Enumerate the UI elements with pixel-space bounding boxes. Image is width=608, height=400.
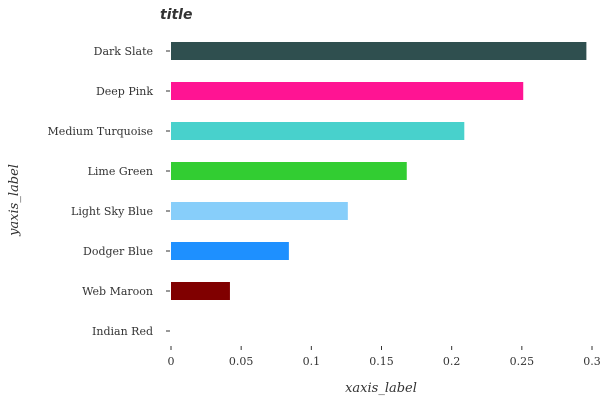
bar-light-sky-blue [171,202,348,220]
y-tick-label: Light Sky Blue [71,205,153,218]
bar-dodger-blue [171,242,289,260]
y-tick-label: Web Maroon [82,285,153,298]
bar-dark-slate [171,42,587,60]
y-tick-label: Dark Slate [94,45,153,58]
y-tick-label: Lime Green [88,165,153,178]
x-tick-label: 0.15 [369,355,394,368]
x-axis: 0 0.05 0.1 0.15 0.2 0.25 0.3 [168,346,601,368]
y-axis-title: yaxis_label [7,164,22,237]
x-tick-label: 0.3 [583,355,601,368]
bar-lime-green [171,162,407,180]
chart-title: title [160,7,192,23]
x-tick-label: 0.25 [510,355,535,368]
y-axis: Dark Slate Deep Pink Medium Turquoise Lime … [48,45,170,338]
bar-medium-turquoise [171,122,465,140]
bar-deep-pink [171,82,524,100]
y-tick-label: Dodger Blue [83,245,153,258]
y-tick-label: Indian Red [92,325,153,338]
x-tick-label: 0.1 [303,355,321,368]
bar-web-maroon [171,282,230,300]
x-tick-label: 0.05 [229,355,254,368]
x-axis-title: xaxis_label [345,381,417,396]
x-tick-label: 0.2 [443,355,461,368]
bars-group [171,42,587,300]
y-tick-label: Medium Turquoise [48,125,153,138]
x-tick-label: 0 [168,355,175,368]
y-tick-label: Deep Pink [96,85,153,98]
